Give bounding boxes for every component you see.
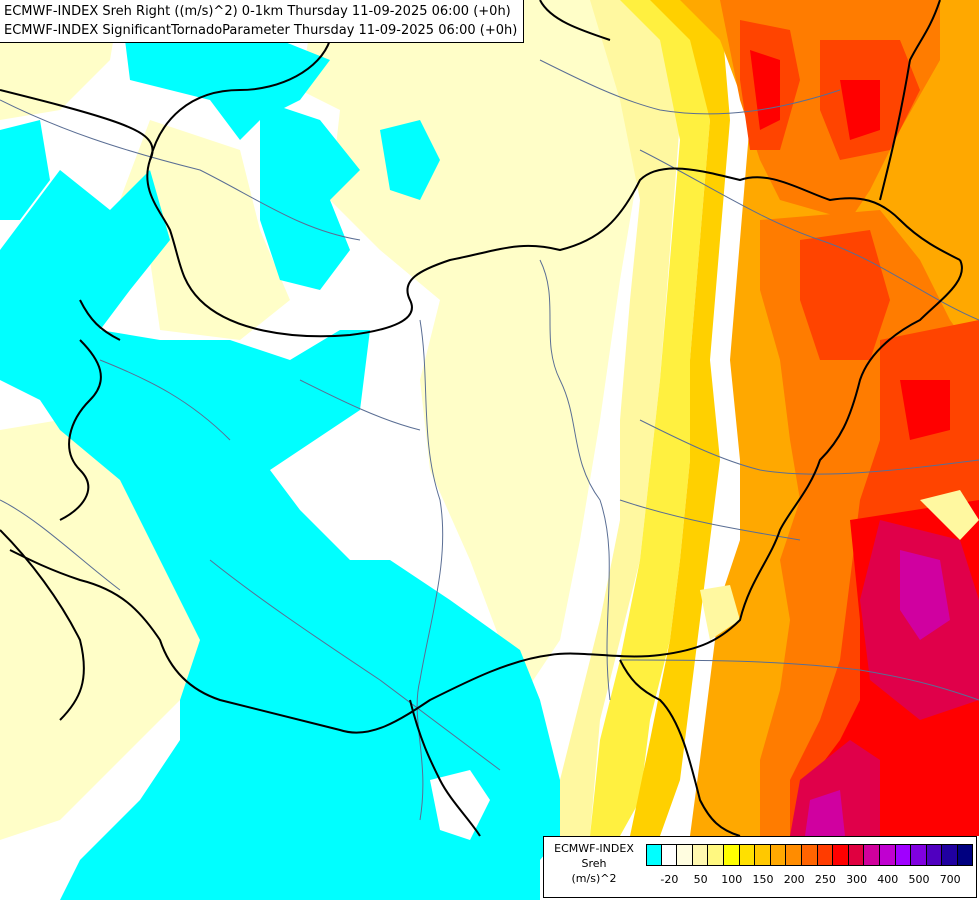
sreh-700-zone [805,550,950,836]
legend-tick-label: 50 [693,873,708,886]
header-line-2: ECMWF-INDEX SignificantTornadoParameter … [4,23,518,38]
legend-color-cell [817,844,834,866]
sreh-highlight-zone [700,490,979,640]
legend-tick-label: 150 [752,873,774,886]
legend-color-cell [723,844,740,866]
legend-color-cell [864,844,880,866]
legend-tick-labels: -20 50 100 150 200 250 300 400 500 700 [646,873,972,889]
legend-tick-label: 300 [846,873,868,886]
legend-color-cell [708,844,724,866]
map-header: ECMWF-INDEX Sreh Right ((m/s)^2) 0-1km T… [0,0,525,43]
sreh-150-zone [630,0,730,836]
legend-tick-label: 200 [783,873,805,886]
legend-title-line-3: (m/s)^2 [571,872,617,885]
legend-tick-label: 100 [721,873,743,886]
sreh-100-zone [590,0,710,836]
legend-color-cell [661,844,678,866]
legend-color-cell [786,844,802,866]
legend-color-cell [770,844,787,866]
legend-title-line-1: ECMWF-INDEX [554,842,634,855]
legend-color-cell [833,844,849,866]
legend-color-cell [942,844,958,866]
legend: ECMWF-INDEX Sreh (m/s)^2 -20 50 100 150 200 2… [543,836,977,898]
legend-title: ECMWF-INDEX Sreh (m/s)^2 [544,841,644,886]
legend-color-cell [646,844,662,866]
legend-tick-label: 400 [877,873,899,886]
legend-tick-label: 500 [908,873,930,886]
legend-color-cell [692,844,709,866]
legend-color-cell [957,844,974,866]
legend-colorbar [646,844,974,866]
sreh-50-zone [560,0,680,836]
legend-color-cell [848,844,865,866]
legend-tick-label: -20 [660,873,679,886]
legend-title-line-2: Sreh [581,857,607,870]
legend-color-cell [755,844,771,866]
legend-color-cell [801,844,818,866]
header-line-1: ECMWF-INDEX Sreh Right ((m/s)^2) 0-1km T… [4,4,511,19]
legend-tick-label: 700 [939,873,961,886]
legend-color-cell [895,844,912,866]
rivers [0,59,979,821]
legend-tick-label: 250 [814,873,836,886]
legend-color-cell [879,844,896,866]
legend-color-cell [677,844,693,866]
legend-color-cell [739,844,756,866]
legend-color-cell [926,844,943,866]
legend-color-cell [911,844,927,866]
